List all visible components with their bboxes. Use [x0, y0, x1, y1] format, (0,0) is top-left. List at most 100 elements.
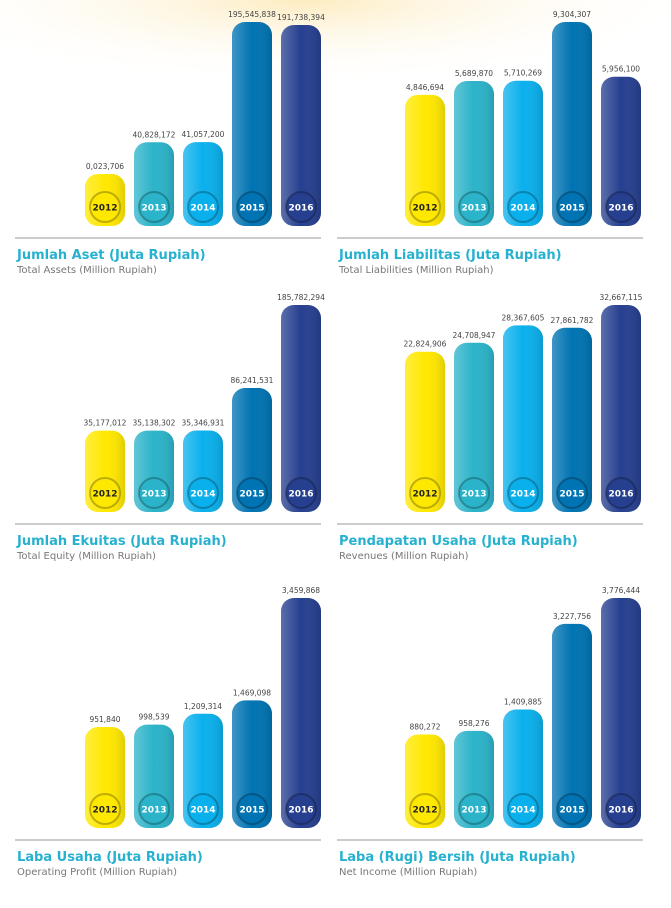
bar-shine	[232, 700, 272, 828]
value-label: 951,840	[89, 715, 120, 724]
year-badge	[89, 477, 121, 509]
year-label: 2012	[92, 204, 117, 214]
year-badge	[285, 191, 317, 223]
year-badge	[409, 477, 441, 509]
bar-shine	[601, 305, 641, 512]
year-badge	[605, 477, 637, 509]
value-label: 958,276	[458, 719, 489, 728]
year-label: 2012	[92, 490, 117, 500]
value-label: 5,956,100	[602, 65, 640, 74]
chart-subtitle: Total Equity (Million Rupiah)	[16, 551, 156, 562]
value-label: 28,367,605	[502, 313, 545, 322]
year-label: 2013	[141, 204, 166, 214]
bar-shine	[232, 388, 272, 512]
value-label: 9,304,307	[553, 10, 591, 19]
year-badge	[138, 477, 170, 509]
bar-shine	[503, 80, 543, 226]
year-label: 2014	[190, 490, 215, 500]
chart-subtitle: Total Liabilities (Million Rupiah)	[338, 265, 494, 276]
chart-title: Laba (Rugi) Bersih (Juta Rupiah)	[339, 850, 576, 865]
bar-shine	[454, 342, 494, 512]
year-badge	[138, 191, 170, 223]
year-label: 2014	[510, 490, 535, 500]
value-label: 3,459,868	[282, 586, 320, 595]
bar-shine	[405, 94, 445, 226]
bar-shine	[552, 327, 592, 512]
value-label: 35,177,012	[84, 419, 127, 428]
year-label: 2016	[608, 204, 633, 214]
year-label: 2013	[141, 490, 166, 500]
year-badge	[89, 793, 121, 825]
year-label: 2013	[461, 490, 486, 500]
year-label: 2012	[412, 490, 437, 500]
year-label: 2012	[412, 204, 437, 214]
value-label: 3,227,756	[553, 612, 591, 621]
value-label: 24,708,947	[453, 331, 496, 340]
year-label: 2014	[190, 806, 215, 816]
year-badge	[556, 477, 588, 509]
bar-shine	[601, 76, 641, 226]
year-label: 2014	[510, 806, 535, 816]
year-badge	[285, 793, 317, 825]
chart-title: Jumlah Aset (Juta Rupiah)	[16, 248, 206, 263]
value-label: 35,138,302	[133, 419, 176, 428]
value-label: 0,023,706	[86, 162, 124, 171]
chart-title: Jumlah Ekuitas (Juta Rupiah)	[16, 534, 227, 549]
year-label: 2012	[92, 806, 117, 816]
year-badge	[138, 793, 170, 825]
value-label: 5,689,870	[455, 69, 493, 78]
year-label: 2014	[510, 204, 535, 214]
chart-title: Laba Usaha (Juta Rupiah)	[17, 850, 203, 865]
value-label: 880,272	[409, 723, 440, 732]
value-label: 27,861,782	[551, 316, 594, 325]
chart-title: Jumlah Liabilitas (Juta Rupiah)	[338, 248, 562, 263]
chart-subtitle: Revenues (Million Rupiah)	[339, 551, 469, 562]
value-label: 4,846,694	[406, 83, 444, 92]
value-label: 86,241,531	[231, 376, 274, 385]
year-label: 2015	[239, 806, 264, 816]
value-label: 22,824,906	[404, 340, 447, 349]
year-badge	[236, 191, 268, 223]
bar-shine	[454, 81, 494, 226]
year-badge	[187, 793, 219, 825]
value-label: 195,545,838	[228, 10, 276, 19]
bar-shine	[552, 623, 592, 828]
year-badge	[409, 191, 441, 223]
year-badge	[236, 477, 268, 509]
value-label: 41,057,200	[182, 130, 225, 139]
year-badge	[605, 191, 637, 223]
year-label: 2013	[461, 204, 486, 214]
year-label: 2015	[559, 490, 584, 500]
bar-shine	[601, 598, 641, 828]
year-badge	[507, 477, 539, 509]
year-label: 2016	[288, 806, 313, 816]
year-label: 2015	[559, 806, 584, 816]
year-badge	[458, 191, 490, 223]
year-badge	[285, 477, 317, 509]
value-label: 32,667,115	[600, 293, 643, 302]
bar-shine	[552, 22, 592, 226]
bar-shine	[281, 305, 321, 512]
value-label: 3,776,444	[602, 586, 640, 595]
year-label: 2016	[608, 806, 633, 816]
value-label: 1,409,885	[504, 698, 542, 707]
bar-shine	[503, 325, 543, 512]
year-badge	[236, 793, 268, 825]
chart-title: Pendapatan Usaha (Juta Rupiah)	[339, 534, 578, 549]
year-label: 2013	[461, 806, 486, 816]
value-label: 185,782,294	[277, 293, 325, 302]
chart-subtitle: Net Income (Million Rupiah)	[339, 867, 477, 878]
value-label: 998,539	[138, 713, 169, 722]
bar-shine	[405, 351, 445, 512]
year-badge	[556, 793, 588, 825]
year-badge	[187, 477, 219, 509]
bar-shine	[281, 24, 321, 227]
year-label: 2015	[239, 204, 264, 214]
chart-subtitle: Operating Profit (Million Rupiah)	[17, 867, 177, 878]
year-badge	[409, 793, 441, 825]
value-label: 1,209,314	[184, 702, 222, 711]
year-badge	[187, 191, 219, 223]
year-label: 2016	[288, 490, 313, 500]
value-label: 1,469,098	[233, 688, 271, 697]
